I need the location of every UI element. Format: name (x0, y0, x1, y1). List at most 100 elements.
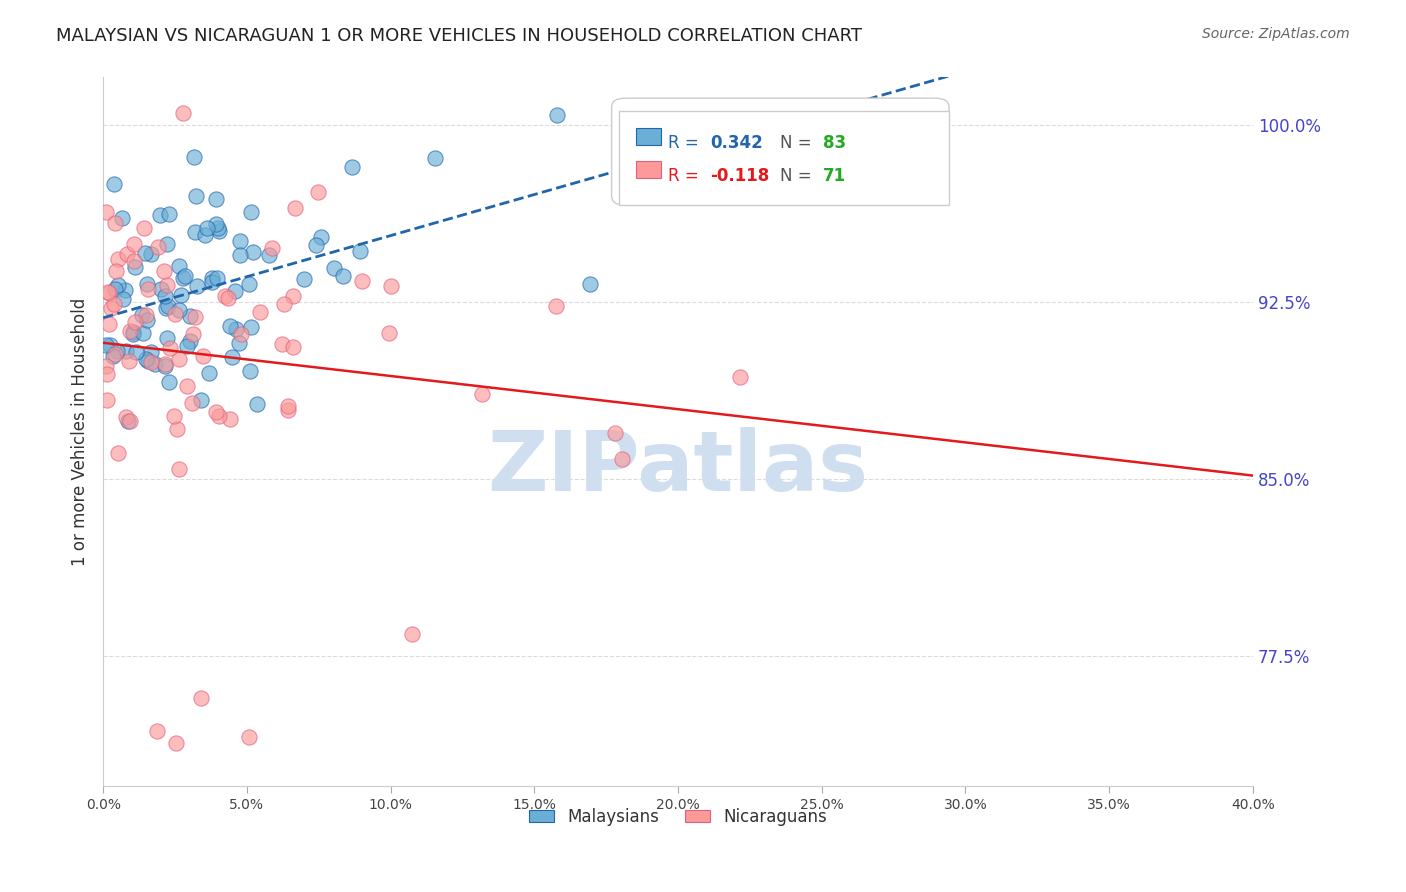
Point (205, 218, 228, 232)
Text: MALAYSIAN VS NICARAGUAN 1 OR MORE VEHICLES IN HOUSEHOLD CORRELATION CHART: MALAYSIAN VS NICARAGUAN 1 OR MORE VEHICL… (56, 27, 862, 45)
Point (155, 357, 177, 371)
Point (122, 254, 145, 268)
Point (546, 108, 568, 122)
Point (97, 285, 120, 300)
Point (157, 207, 180, 221)
Point (156, 300, 179, 314)
Text: N =: N = (780, 167, 817, 185)
Legend: Malaysians, Nicaraguans: Malaysians, Nicaraguans (522, 799, 835, 834)
Point (101, 349, 124, 363)
Point (135, 308, 157, 322)
Point (242, 244, 264, 259)
Point (579, 277, 602, 291)
Point (107, 278, 129, 293)
Point (107, 445, 129, 459)
Point (136, 353, 159, 368)
Point (136, 277, 159, 291)
Point (143, 357, 166, 371)
Point (332, 269, 354, 284)
Point (260, 241, 283, 255)
Point (214, 288, 236, 302)
Point (118, 324, 141, 338)
Point (208, 409, 231, 423)
Point (136, 313, 159, 327)
Point (309, 230, 332, 244)
Point (219, 319, 242, 334)
Point (281, 340, 304, 354)
Point (115, 247, 138, 261)
Point (172, 271, 194, 285)
Point (340, 160, 363, 174)
Text: Source: ZipAtlas.com: Source: ZipAtlas.com (1202, 27, 1350, 41)
Point (174, 268, 197, 283)
Point (104, 282, 127, 296)
Point (153, 359, 176, 373)
Point (118, 414, 141, 428)
Point (238, 730, 260, 744)
Point (219, 412, 242, 426)
Point (193, 227, 215, 242)
Point (281, 289, 304, 303)
Point (97, 317, 120, 331)
Point (304, 238, 326, 252)
Point (378, 326, 401, 340)
Point (294, 272, 316, 286)
Point (146, 240, 169, 254)
Point (141, 247, 163, 261)
Point (167, 259, 190, 273)
Point (159, 376, 181, 390)
Point (146, 724, 169, 739)
Point (229, 234, 252, 248)
Point (181, 327, 204, 342)
Point (122, 327, 145, 342)
Point (114, 283, 136, 297)
Text: -0.118: -0.118 (710, 167, 769, 185)
Point (163, 409, 186, 424)
Point (100, 301, 122, 315)
Point (134, 220, 156, 235)
Point (184, 189, 207, 203)
Point (184, 226, 207, 240)
Point (118, 354, 141, 368)
Point (401, 627, 423, 641)
Point (277, 403, 299, 417)
Point (167, 461, 190, 475)
Point (276, 399, 298, 413)
Point (112, 293, 135, 307)
Text: 0.342: 0.342 (710, 134, 763, 152)
Point (179, 310, 201, 324)
Point (150, 282, 173, 296)
Point (201, 275, 224, 289)
Point (610, 452, 633, 467)
Point (225, 322, 247, 336)
Point (195, 221, 218, 235)
Point (186, 279, 208, 293)
Point (117, 413, 139, 427)
Text: N =: N = (780, 134, 817, 152)
Point (166, 422, 188, 436)
Point (104, 263, 127, 277)
Point (170, 288, 193, 302)
Point (169, 352, 191, 367)
Point (156, 277, 179, 292)
Point (124, 315, 146, 329)
Point (103, 297, 125, 311)
Point (229, 248, 252, 262)
Text: 83: 83 (823, 134, 845, 152)
Point (246, 397, 269, 411)
Point (198, 366, 221, 380)
Point (193, 350, 215, 364)
Point (155, 301, 177, 315)
Point (156, 331, 179, 345)
Text: ZIPatlas: ZIPatlas (488, 426, 869, 508)
Point (131, 308, 153, 322)
Text: R =: R = (668, 167, 704, 185)
Point (380, 278, 402, 293)
Point (172, 106, 194, 120)
Point (115, 410, 138, 425)
Point (546, 299, 568, 313)
Point (141, 355, 163, 369)
Point (228, 336, 250, 351)
Point (217, 291, 239, 305)
Point (115, 344, 138, 359)
